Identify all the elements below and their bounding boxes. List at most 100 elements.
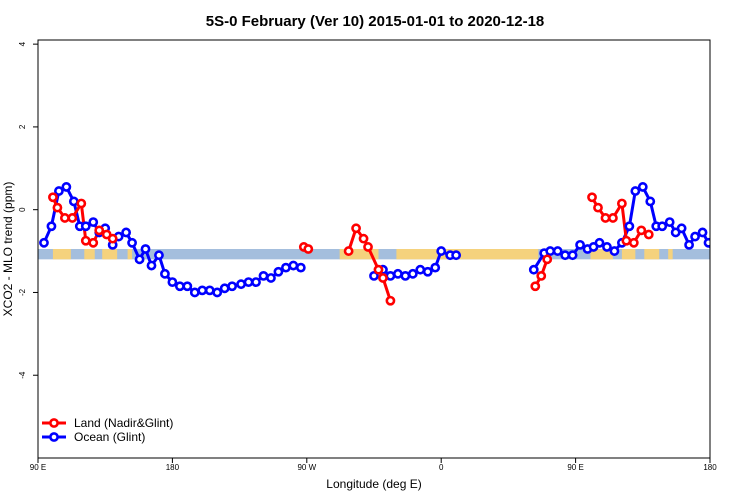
data-point [219, 283, 230, 294]
data-point [575, 239, 585, 250]
y-axis-label: XCO2 - MLO trend (ppm) [1, 182, 15, 317]
data-point [266, 273, 276, 283]
x-tick-label: 90 E [30, 463, 46, 472]
data-point [593, 202, 603, 213]
data-point [436, 246, 447, 256]
x-tick-label: 180 [703, 463, 717, 472]
data-point [160, 268, 170, 279]
data-point [422, 266, 433, 277]
data-point [400, 271, 411, 281]
x-axis-label: Longitude (deg E) [326, 477, 421, 491]
land-band-segment [621, 249, 636, 260]
data-point [76, 198, 87, 209]
data-point [451, 250, 462, 261]
data-point [343, 246, 354, 256]
data-point [637, 182, 648, 192]
data-point [732, 252, 739, 259]
land-band-segment [52, 249, 71, 260]
data-point [600, 213, 611, 223]
data-point [88, 237, 99, 248]
data-point [536, 271, 547, 281]
data-point [530, 281, 541, 292]
data-point [628, 237, 639, 248]
data-point [657, 221, 668, 232]
series-layer [39, 182, 749, 306]
data-point [602, 242, 612, 252]
legend: Land (Nadir&Glint)Ocean (Glint) [42, 416, 173, 444]
data-point [127, 237, 137, 248]
data-point [736, 270, 743, 277]
data-point [415, 264, 426, 275]
data-point [295, 262, 306, 273]
data-point [80, 235, 91, 246]
data-point [39, 237, 49, 248]
data-point [385, 271, 396, 281]
data-point [645, 196, 656, 207]
data-point [560, 250, 571, 261]
plot-frame [37, 39, 711, 459]
data-point [67, 213, 78, 223]
data-point [724, 262, 731, 269]
data-point [182, 281, 193, 292]
data-point [697, 227, 708, 238]
data-point [718, 245, 725, 252]
y-tick-label: 0 [18, 207, 27, 212]
data-point [46, 221, 57, 232]
data-point [68, 196, 79, 207]
land-band-segment [590, 249, 613, 260]
data-point [594, 237, 605, 248]
data-point [243, 277, 254, 288]
data-point [545, 246, 556, 256]
data-point [609, 246, 620, 256]
data-point [630, 186, 641, 196]
data-point [236, 279, 246, 290]
land-band-segment [102, 249, 118, 260]
x-tick-label: 180 [166, 463, 180, 472]
data-point [251, 277, 261, 288]
data-point [54, 186, 64, 196]
data-point [567, 250, 578, 261]
data-point [134, 254, 145, 265]
legend-marker [49, 418, 59, 428]
data-point [80, 221, 91, 232]
data-point [703, 237, 710, 248]
data-point [189, 287, 200, 298]
data-point [616, 198, 627, 209]
data-point [624, 221, 635, 232]
data-point [392, 268, 403, 279]
data-point [712, 256, 719, 263]
data-point [227, 281, 238, 292]
data-point [608, 213, 618, 223]
data-point [303, 244, 314, 254]
data-point [273, 266, 284, 277]
data-point [88, 217, 99, 227]
data-point [52, 202, 63, 213]
data-point [204, 285, 215, 296]
data-point [636, 225, 647, 236]
data-point [48, 192, 58, 203]
data-point [430, 262, 441, 273]
data-point [643, 229, 654, 240]
data-point [552, 246, 563, 256]
land-band-segment [84, 249, 95, 260]
data-point [407, 268, 418, 279]
data-point [587, 192, 597, 203]
data-point [373, 264, 384, 275]
data-point [378, 273, 388, 283]
data-point [140, 244, 151, 254]
series-line [532, 185, 710, 271]
land-band-segment [668, 249, 673, 260]
data-point [174, 281, 185, 292]
chart-title: 5S-0 February (Ver 10) 2015-01-01 to 202… [206, 13, 545, 30]
data-point [542, 254, 553, 265]
data-point [61, 182, 72, 192]
data-point [288, 260, 299, 271]
land-ocean-band [38, 249, 710, 260]
x-tick-label: 0 [439, 463, 444, 472]
data-point [121, 227, 132, 238]
data-point [212, 287, 223, 298]
data-point [742, 279, 749, 286]
data-point [684, 239, 694, 250]
data-point [59, 213, 70, 223]
data-point [351, 223, 361, 234]
